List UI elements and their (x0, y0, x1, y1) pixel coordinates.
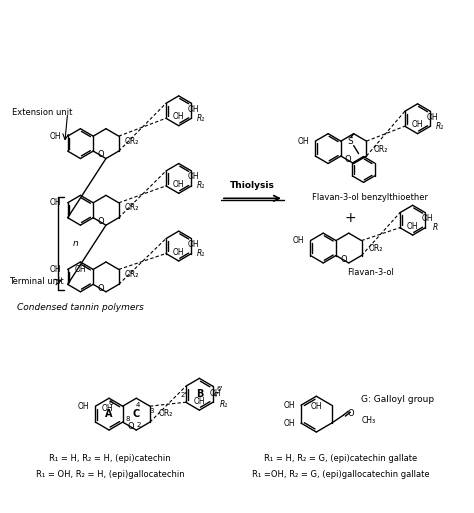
Text: OH: OH (173, 180, 184, 189)
Text: OH: OH (74, 265, 86, 274)
Text: Condensed tannin polymers: Condensed tannin polymers (17, 303, 144, 312)
Text: R₁ = OH, R₂ = H, (epi)gallocatechin: R₁ = OH, R₂ = H, (epi)gallocatechin (36, 470, 184, 479)
Text: R₁: R₁ (197, 182, 205, 190)
Text: OH: OH (427, 113, 438, 122)
Text: Terminal unit: Terminal unit (9, 278, 64, 286)
Text: OH: OH (78, 402, 90, 411)
Text: OH: OH (173, 112, 184, 121)
Text: A: A (105, 409, 113, 419)
Text: OH: OH (101, 404, 113, 412)
Text: OR₂: OR₂ (374, 145, 388, 153)
Text: B: B (196, 389, 203, 399)
Text: O: O (97, 217, 104, 226)
Text: OR₂: OR₂ (158, 409, 173, 418)
Text: Thiolysis: Thiolysis (230, 181, 275, 190)
Text: 3: 3 (150, 408, 154, 414)
Text: R₁ = H, R₂ = G, (epi)catechin gallate: R₁ = H, R₂ = G, (epi)catechin gallate (264, 455, 418, 463)
Text: R₁: R₁ (219, 400, 228, 409)
Text: OH: OH (50, 132, 62, 141)
Text: Flavan-3-ol benzylthioether: Flavan-3-ol benzylthioether (312, 193, 428, 202)
Text: OR₂: OR₂ (124, 203, 139, 212)
Text: 4': 4' (213, 392, 219, 398)
Text: 4: 4 (136, 402, 140, 408)
Text: O: O (347, 409, 354, 418)
Text: R: R (433, 223, 438, 232)
Text: O: O (97, 150, 104, 160)
Text: OH: OH (293, 236, 304, 245)
Text: OH: OH (412, 120, 423, 129)
Text: OR₂: OR₂ (124, 136, 139, 146)
Text: OH: OH (310, 402, 322, 411)
Text: OH: OH (188, 240, 199, 249)
Text: OH: OH (193, 397, 205, 406)
Text: R₁: R₁ (197, 114, 205, 123)
Text: O: O (97, 284, 104, 292)
Text: C: C (133, 409, 140, 419)
Text: n: n (73, 239, 78, 248)
Text: G: Galloyl group: G: Galloyl group (361, 394, 434, 404)
Text: CH₃: CH₃ (361, 416, 375, 425)
Text: R₁ = H, R₂ = H, (epi)catechin: R₁ = H, R₂ = H, (epi)catechin (49, 455, 171, 463)
Text: R₁: R₁ (197, 249, 205, 258)
Text: OH: OH (283, 419, 295, 428)
Text: O: O (127, 422, 134, 430)
Text: OH: OH (188, 172, 199, 182)
Text: Flavan-3-ol: Flavan-3-ol (347, 268, 394, 278)
Text: 6': 6' (217, 386, 223, 392)
Text: 2': 2' (181, 392, 187, 398)
Text: OH: OH (50, 265, 62, 274)
Text: OH: OH (283, 401, 295, 410)
Text: OH: OH (209, 389, 221, 398)
Text: O: O (345, 155, 352, 164)
Text: 8: 8 (125, 416, 130, 422)
Text: OH: OH (298, 136, 310, 146)
Text: +: + (345, 211, 356, 225)
Text: OH: OH (407, 222, 419, 231)
Text: OR₂: OR₂ (124, 270, 139, 279)
Text: O: O (340, 255, 346, 264)
Text: R₁ =OH, R₂ = G, (epi)gallocatechin gallate: R₁ =OH, R₂ = G, (epi)gallocatechin galla… (252, 470, 430, 479)
Text: OH: OH (421, 214, 433, 223)
Text: OR₂: OR₂ (369, 244, 383, 253)
Text: 2: 2 (136, 422, 140, 428)
Text: OH: OH (188, 105, 199, 114)
Text: 6: 6 (109, 400, 113, 406)
Text: R₁: R₁ (436, 122, 444, 131)
Text: OH: OH (173, 248, 184, 256)
Text: Extension unit: Extension unit (12, 108, 72, 117)
Text: OH: OH (50, 199, 62, 207)
Text: S: S (348, 137, 354, 146)
